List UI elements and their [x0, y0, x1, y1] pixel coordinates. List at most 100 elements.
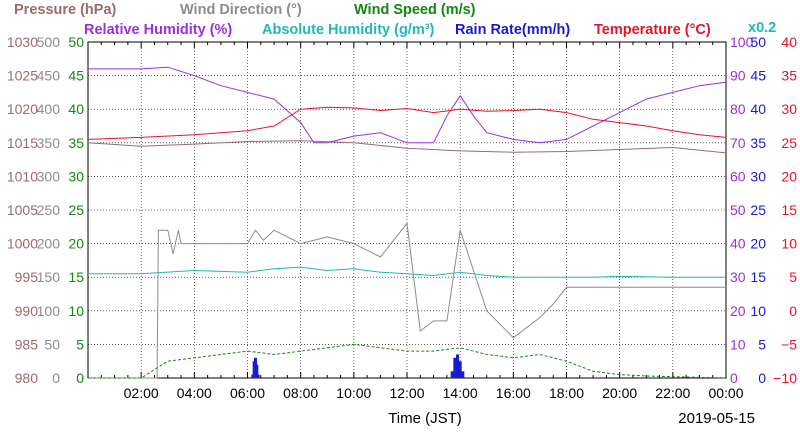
- rain-tick-label: 35: [750, 135, 766, 151]
- wind_dir-tick-label: 250: [37, 202, 61, 218]
- wind_dir-tick-label: 300: [37, 168, 61, 184]
- rh-tick-label: 70: [730, 135, 746, 151]
- series-layer: [87, 66, 727, 379]
- x-tick-label: 08:00: [283, 385, 318, 401]
- rain-tick-label: 0: [758, 370, 766, 386]
- pressure-tick-label: 1010: [7, 168, 38, 184]
- rain-tick-label: 15: [750, 269, 766, 285]
- pressure-tick-label: 1005: [7, 202, 38, 218]
- wind_dir-tick-label: 500: [37, 34, 61, 50]
- rain-bar: [461, 371, 465, 378]
- temp-tick-label: 5: [789, 269, 797, 285]
- x-tick-label: 20:00: [602, 385, 637, 401]
- wind_speed-tick-label: 35: [68, 135, 84, 151]
- legend-rain-scale: x0.2: [748, 20, 776, 36]
- wind_speed-tick-label: 30: [68, 168, 84, 184]
- temp-tick-label: 10: [781, 236, 797, 252]
- wind_dir-tick-label: 50: [44, 336, 60, 352]
- rh-tick-label: 80: [730, 101, 746, 117]
- wind_speed-tick-label: 25: [68, 202, 84, 218]
- temp-tick-label: 15: [781, 202, 797, 218]
- left-axes: 1030102510201015101010051000995990985980…: [7, 34, 84, 386]
- legend-wind-direction: Wind Direction (°): [180, 2, 302, 18]
- wind_dir-tick-label: 350: [37, 135, 61, 151]
- wind_speed-tick-label: 45: [68, 68, 84, 84]
- right-axes: 1009080706050403020100504540353025201510…: [730, 34, 797, 386]
- temp-tick-label: 30: [781, 101, 797, 117]
- x-axis: 02:00 04:00 06:00 08:00 10:00 12:00 14:00 16:00…: [124, 385, 744, 401]
- rain-bar: [256, 374, 260, 378]
- pressure-line: [87, 140, 727, 154]
- rh-tick-label: 30: [730, 269, 746, 285]
- x-tick-label: 14:00: [443, 385, 478, 401]
- legend-relative-humidity: Relative Humidity (%): [84, 22, 232, 38]
- rain-bar: [450, 371, 454, 378]
- pressure-tick-label: 1020: [7, 101, 38, 117]
- x-tick-label: 12:00: [389, 385, 424, 401]
- rh-line: [88, 66, 727, 144]
- date-label: 2019-05-15: [678, 410, 755, 427]
- temp-tick-label: −5: [781, 336, 797, 352]
- wind_dir-tick-label: 200: [37, 236, 61, 252]
- ah-line: [88, 266, 726, 278]
- pressure-tick-label: 1030: [7, 34, 38, 50]
- temp-tick-label: 20: [781, 168, 797, 184]
- rh-tick-label: 0: [730, 370, 738, 386]
- legend-wind-speed: Wind Speed (m/s): [354, 2, 476, 18]
- x-tick-label: 22:00: [655, 385, 690, 401]
- wind_speed-tick-label: 20: [68, 236, 84, 252]
- wind_speed-tick-label: 15: [68, 269, 84, 285]
- wind_speed-tick-label: 40: [68, 101, 84, 117]
- rh-tick-label: 90: [730, 68, 746, 84]
- wind_dir-tick-label: 450: [37, 68, 61, 84]
- rain-tick-label: 10: [750, 303, 766, 319]
- wind_speed-tick-label: 5: [76, 336, 84, 352]
- temp-tick-label: 35: [781, 68, 797, 84]
- legend-temperature: Temperature (°C): [594, 22, 711, 38]
- pressure-tick-label: 1025: [7, 68, 38, 84]
- x-tick-label: 02:00: [124, 385, 159, 401]
- temp-tick-label: 25: [781, 135, 797, 151]
- rain-bar: [456, 354, 460, 378]
- rain-tick-label: 50: [750, 34, 766, 50]
- rain-tick-label: 30: [750, 168, 766, 184]
- rh-tick-label: 10: [730, 336, 746, 352]
- rain-tick-label: 45: [750, 68, 766, 84]
- rain-tick-label: 5: [758, 336, 766, 352]
- legend: Pressure (hPa) Wind Direction (°) Wind S…: [14, 2, 776, 38]
- wind_speed-line: [88, 343, 727, 379]
- wind_speed-tick-label: 10: [68, 303, 84, 319]
- x-tick-label: 06:00: [230, 385, 265, 401]
- rh-tick-label: 50: [730, 202, 746, 218]
- legend-pressure: Pressure (hPa): [14, 2, 117, 18]
- rh-tick-label: 40: [730, 236, 746, 252]
- rh-tick-label: 20: [730, 303, 746, 319]
- x-axis-label: Time (JST): [388, 410, 462, 427]
- pressure-tick-label: 995: [15, 269, 39, 285]
- rain-tick-label: 25: [750, 202, 766, 218]
- wind_dir-tick-label: 150: [37, 269, 61, 285]
- pressure-tick-label: 1015: [7, 135, 38, 151]
- temp-line: [87, 106, 727, 140]
- rain-tick-label: 40: [750, 101, 766, 117]
- x-tick-label: 00:00: [708, 385, 743, 401]
- grid: [87, 42, 727, 378]
- wind_speed-tick-label: 0: [76, 370, 84, 386]
- pressure-tick-label: 985: [15, 336, 39, 352]
- legend-absolute-humidity: Absolute Humidity (g/m³): [262, 22, 435, 38]
- x-tick-label: 10:00: [336, 385, 371, 401]
- temp-tick-label: 40: [781, 34, 797, 50]
- wind_speed-tick-label: 50: [68, 34, 84, 50]
- temp-tick-label: −10: [773, 370, 797, 386]
- pressure-tick-label: 990: [15, 303, 39, 319]
- x-tick-label: 16:00: [496, 385, 531, 401]
- x-tick-label: 18:00: [549, 385, 584, 401]
- wind_dir-tick-label: 0: [52, 370, 60, 386]
- legend-rain-rate: Rain Rate(mm/h): [455, 22, 570, 38]
- wind_dir-line: [88, 222, 726, 379]
- rh-tick-label: 60: [730, 168, 746, 184]
- pressure-tick-label: 980: [15, 370, 39, 386]
- rain-bar: [255, 364, 259, 378]
- rain-bar: [453, 357, 457, 378]
